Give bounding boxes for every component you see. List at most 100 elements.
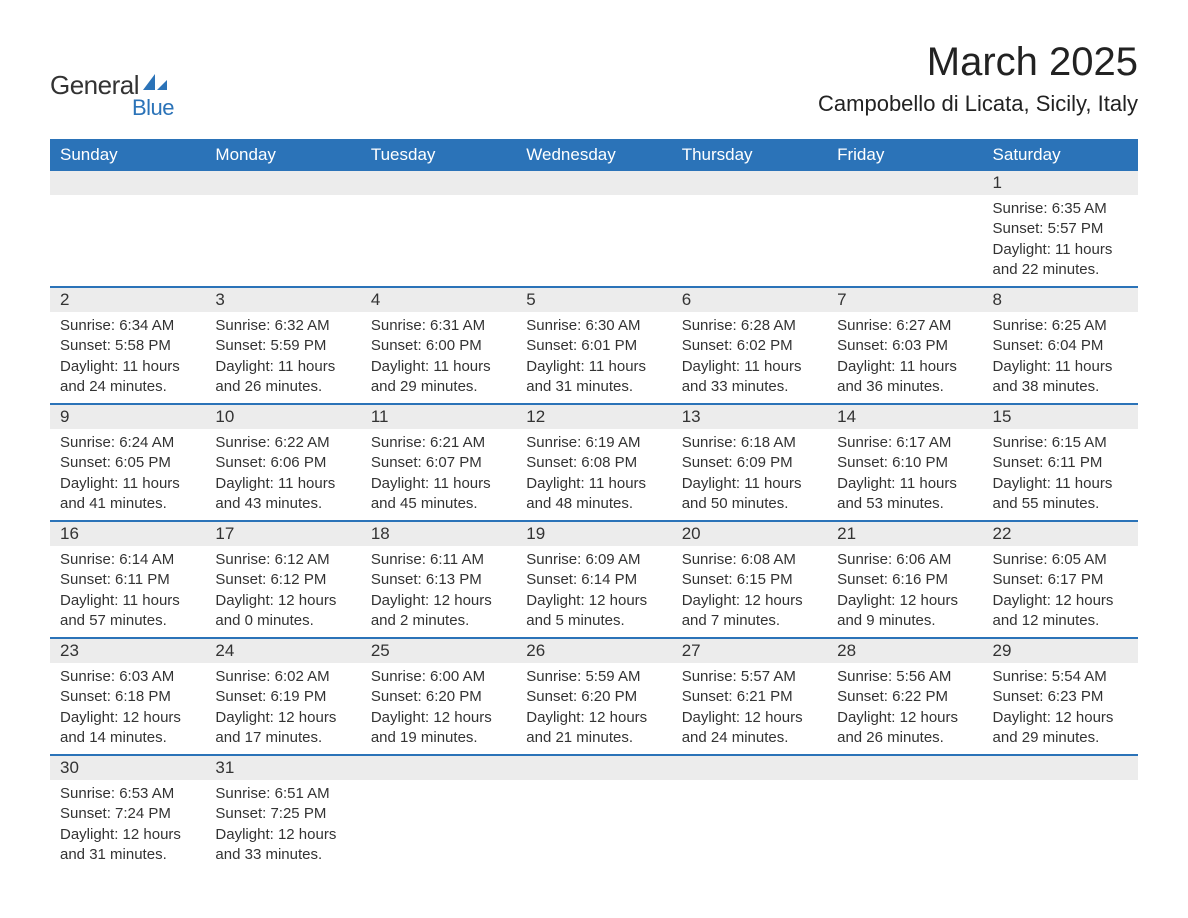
day-number: 31: [205, 756, 360, 780]
day-number: 1: [983, 171, 1138, 195]
day-body: [205, 195, 360, 273]
sunrise-line: Sunrise: 6:11 AM: [371, 550, 506, 570]
sunrise-line: Sunrise: 5:56 AM: [837, 667, 972, 687]
sunrise-line: Sunrise: 6:05 AM: [993, 550, 1128, 570]
sunset-line: Sunset: 5:59 PM: [215, 336, 350, 356]
title-location: Campobello di Licata, Sicily, Italy: [818, 91, 1138, 117]
day-body: Sunrise: 6:35 AMSunset: 5:57 PMDaylight:…: [983, 195, 1138, 286]
daylight-line: Daylight: 12 hours and 14 minutes.: [60, 708, 195, 749]
day-cell: 13Sunrise: 6:18 AMSunset: 6:09 PMDayligh…: [672, 404, 827, 521]
sunrise-line: Sunrise: 6:34 AM: [60, 316, 195, 336]
day-body: Sunrise: 6:34 AMSunset: 5:58 PMDaylight:…: [50, 312, 205, 403]
empty-cell: [361, 755, 516, 871]
empty-cell: [983, 755, 1138, 871]
weekday-header: Thursday: [672, 139, 827, 171]
daylight-line: Daylight: 12 hours and 7 minutes.: [682, 591, 817, 632]
day-cell: 11Sunrise: 6:21 AMSunset: 6:07 PMDayligh…: [361, 404, 516, 521]
day-cell: 3Sunrise: 6:32 AMSunset: 5:59 PMDaylight…: [205, 287, 360, 404]
empty-cell: [672, 171, 827, 287]
daylight-line: Daylight: 12 hours and 17 minutes.: [215, 708, 350, 749]
day-body: Sunrise: 6:30 AMSunset: 6:01 PMDaylight:…: [516, 312, 671, 403]
day-body: Sunrise: 6:14 AMSunset: 6:11 PMDaylight:…: [50, 546, 205, 637]
day-number: 28: [827, 639, 982, 663]
day-number: 7: [827, 288, 982, 312]
weekday-header: Friday: [827, 139, 982, 171]
day-number: 9: [50, 405, 205, 429]
logo: General Blue: [50, 70, 174, 121]
day-number: 19: [516, 522, 671, 546]
sunrise-line: Sunrise: 6:17 AM: [837, 433, 972, 453]
day-body: Sunrise: 6:28 AMSunset: 6:02 PMDaylight:…: [672, 312, 827, 403]
day-cell: 17Sunrise: 6:12 AMSunset: 6:12 PMDayligh…: [205, 521, 360, 638]
sunset-line: Sunset: 7:24 PM: [60, 804, 195, 824]
daylight-line: Daylight: 12 hours and 26 minutes.: [837, 708, 972, 749]
daylight-line: Daylight: 12 hours and 29 minutes.: [993, 708, 1128, 749]
day-cell: 27Sunrise: 5:57 AMSunset: 6:21 PMDayligh…: [672, 638, 827, 755]
sunset-line: Sunset: 6:10 PM: [837, 453, 972, 473]
sunset-line: Sunset: 6:08 PM: [526, 453, 661, 473]
sunrise-line: Sunrise: 6:31 AM: [371, 316, 506, 336]
day-body: Sunrise: 6:09 AMSunset: 6:14 PMDaylight:…: [516, 546, 671, 637]
sunrise-line: Sunrise: 6:19 AM: [526, 433, 661, 453]
day-number: 8: [983, 288, 1138, 312]
day-cell: 26Sunrise: 5:59 AMSunset: 6:20 PMDayligh…: [516, 638, 671, 755]
sunrise-line: Sunrise: 6:12 AM: [215, 550, 350, 570]
day-number: 14: [827, 405, 982, 429]
day-number: 13: [672, 405, 827, 429]
day-body: Sunrise: 6:05 AMSunset: 6:17 PMDaylight:…: [983, 546, 1138, 637]
sunset-line: Sunset: 6:02 PM: [682, 336, 817, 356]
sunrise-line: Sunrise: 6:08 AM: [682, 550, 817, 570]
sunrise-line: Sunrise: 5:54 AM: [993, 667, 1128, 687]
empty-cell: [205, 171, 360, 287]
logo-sail-icon: [141, 68, 169, 99]
day-cell: 7Sunrise: 6:27 AMSunset: 6:03 PMDaylight…: [827, 287, 982, 404]
day-body: Sunrise: 5:56 AMSunset: 6:22 PMDaylight:…: [827, 663, 982, 754]
week-row: 9Sunrise: 6:24 AMSunset: 6:05 PMDaylight…: [50, 404, 1138, 521]
day-cell: 31Sunrise: 6:51 AMSunset: 7:25 PMDayligh…: [205, 755, 360, 871]
weekday-header: Tuesday: [361, 139, 516, 171]
day-number: 21: [827, 522, 982, 546]
daylight-line: Daylight: 11 hours and 38 minutes.: [993, 357, 1128, 398]
daylight-line: Daylight: 11 hours and 57 minutes.: [60, 591, 195, 632]
day-cell: 15Sunrise: 6:15 AMSunset: 6:11 PMDayligh…: [983, 404, 1138, 521]
sunrise-line: Sunrise: 6:35 AM: [993, 199, 1128, 219]
daylight-line: Daylight: 11 hours and 31 minutes.: [526, 357, 661, 398]
daylight-line: Daylight: 11 hours and 29 minutes.: [371, 357, 506, 398]
day-cell: 5Sunrise: 6:30 AMSunset: 6:01 PMDaylight…: [516, 287, 671, 404]
day-body: [516, 780, 671, 858]
day-body: Sunrise: 6:11 AMSunset: 6:13 PMDaylight:…: [361, 546, 516, 637]
day-body: Sunrise: 6:12 AMSunset: 6:12 PMDaylight:…: [205, 546, 360, 637]
weekday-header: Sunday: [50, 139, 205, 171]
sunset-line: Sunset: 6:04 PM: [993, 336, 1128, 356]
daylight-line: Daylight: 12 hours and 24 minutes.: [682, 708, 817, 749]
day-body: Sunrise: 6:03 AMSunset: 6:18 PMDaylight:…: [50, 663, 205, 754]
daylight-line: Daylight: 11 hours and 43 minutes.: [215, 474, 350, 515]
day-body: Sunrise: 6:06 AMSunset: 6:16 PMDaylight:…: [827, 546, 982, 637]
day-body: Sunrise: 6:02 AMSunset: 6:19 PMDaylight:…: [205, 663, 360, 754]
day-body: [50, 195, 205, 273]
day-cell: 2Sunrise: 6:34 AMSunset: 5:58 PMDaylight…: [50, 287, 205, 404]
day-number: 18: [361, 522, 516, 546]
day-cell: 4Sunrise: 6:31 AMSunset: 6:00 PMDaylight…: [361, 287, 516, 404]
day-body: [983, 780, 1138, 858]
day-number: 20: [672, 522, 827, 546]
sunrise-line: Sunrise: 6:22 AM: [215, 433, 350, 453]
sunset-line: Sunset: 6:14 PM: [526, 570, 661, 590]
empty-cell: [516, 171, 671, 287]
daylight-line: Daylight: 11 hours and 36 minutes.: [837, 357, 972, 398]
sunrise-line: Sunrise: 6:21 AM: [371, 433, 506, 453]
sunrise-line: Sunrise: 6:53 AM: [60, 784, 195, 804]
day-cell: 16Sunrise: 6:14 AMSunset: 6:11 PMDayligh…: [50, 521, 205, 638]
sunrise-line: Sunrise: 6:02 AM: [215, 667, 350, 687]
sunset-line: Sunset: 6:22 PM: [837, 687, 972, 707]
day-number: 17: [205, 522, 360, 546]
day-number: 15: [983, 405, 1138, 429]
day-body: Sunrise: 6:51 AMSunset: 7:25 PMDaylight:…: [205, 780, 360, 871]
daylight-line: Daylight: 12 hours and 21 minutes.: [526, 708, 661, 749]
day-number: 24: [205, 639, 360, 663]
sunset-line: Sunset: 6:16 PM: [837, 570, 972, 590]
day-cell: 25Sunrise: 6:00 AMSunset: 6:20 PMDayligh…: [361, 638, 516, 755]
sunrise-line: Sunrise: 6:24 AM: [60, 433, 195, 453]
day-cell: 1Sunrise: 6:35 AMSunset: 5:57 PMDaylight…: [983, 171, 1138, 287]
week-row: 23Sunrise: 6:03 AMSunset: 6:18 PMDayligh…: [50, 638, 1138, 755]
